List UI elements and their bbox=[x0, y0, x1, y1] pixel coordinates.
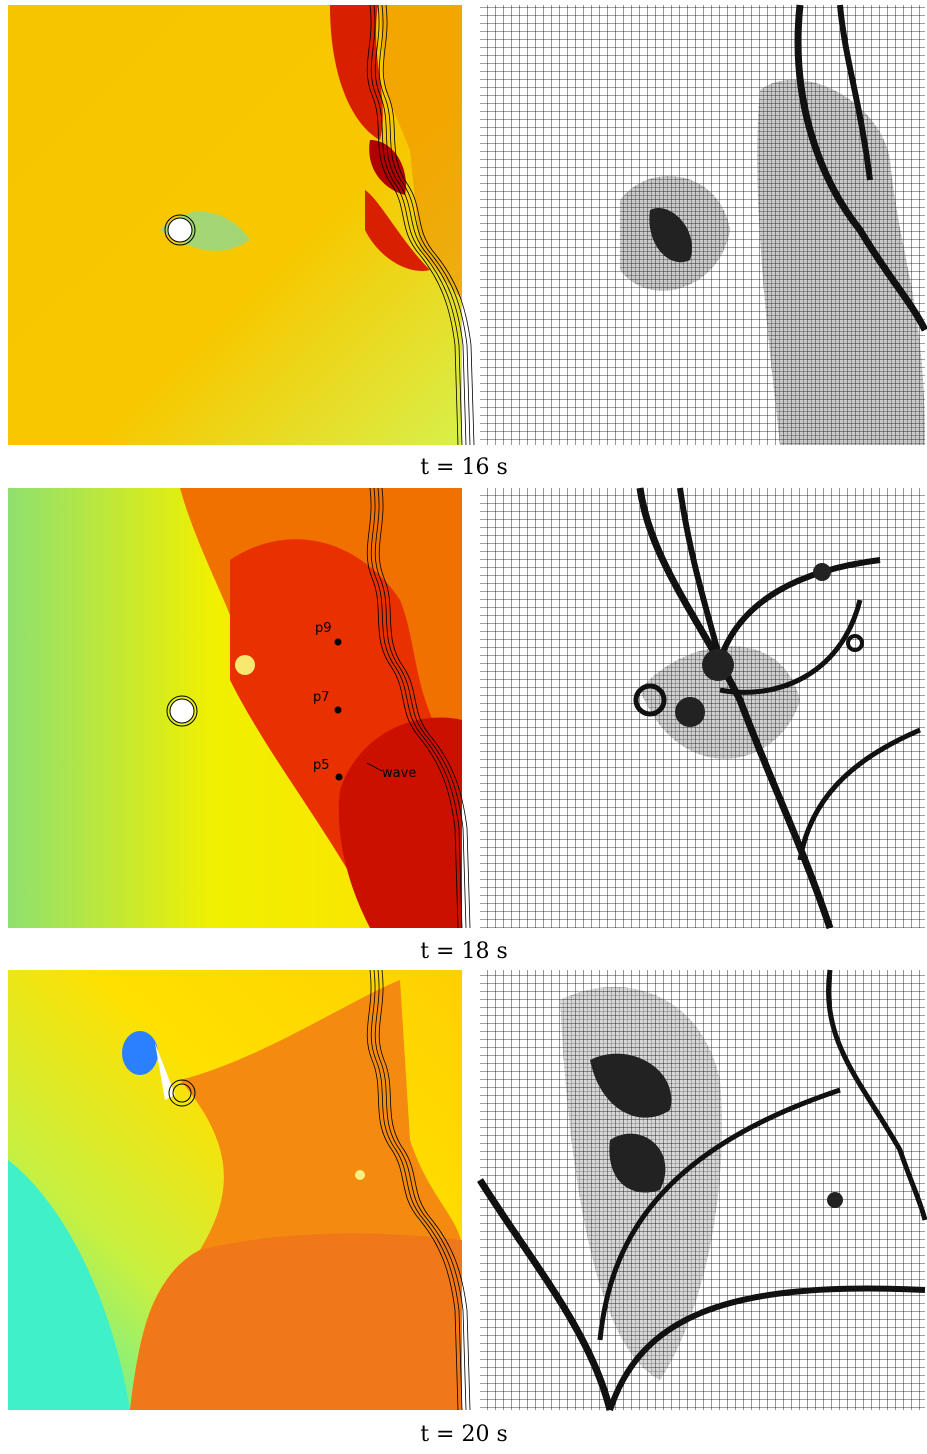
mesh-panel-2 bbox=[480, 487, 925, 930]
mesh-panel-1 bbox=[480, 4, 927, 446]
field-panel-1 bbox=[8, 4, 475, 446]
caption: t = 16 s bbox=[420, 455, 508, 480]
caption: t = 20 s bbox=[420, 1422, 508, 1447]
annotation: wave bbox=[382, 766, 416, 781]
mesh-panel-3 bbox=[477, 969, 927, 1411]
probe-label: p9 bbox=[315, 621, 332, 636]
caption: t = 18 s bbox=[420, 939, 508, 964]
probe-label: p5 bbox=[313, 758, 330, 773]
field-panel-3 bbox=[8, 969, 471, 1411]
field-panel-2: p9 p7 p5 wave bbox=[8, 487, 471, 929]
probe-label: p7 bbox=[313, 690, 330, 705]
